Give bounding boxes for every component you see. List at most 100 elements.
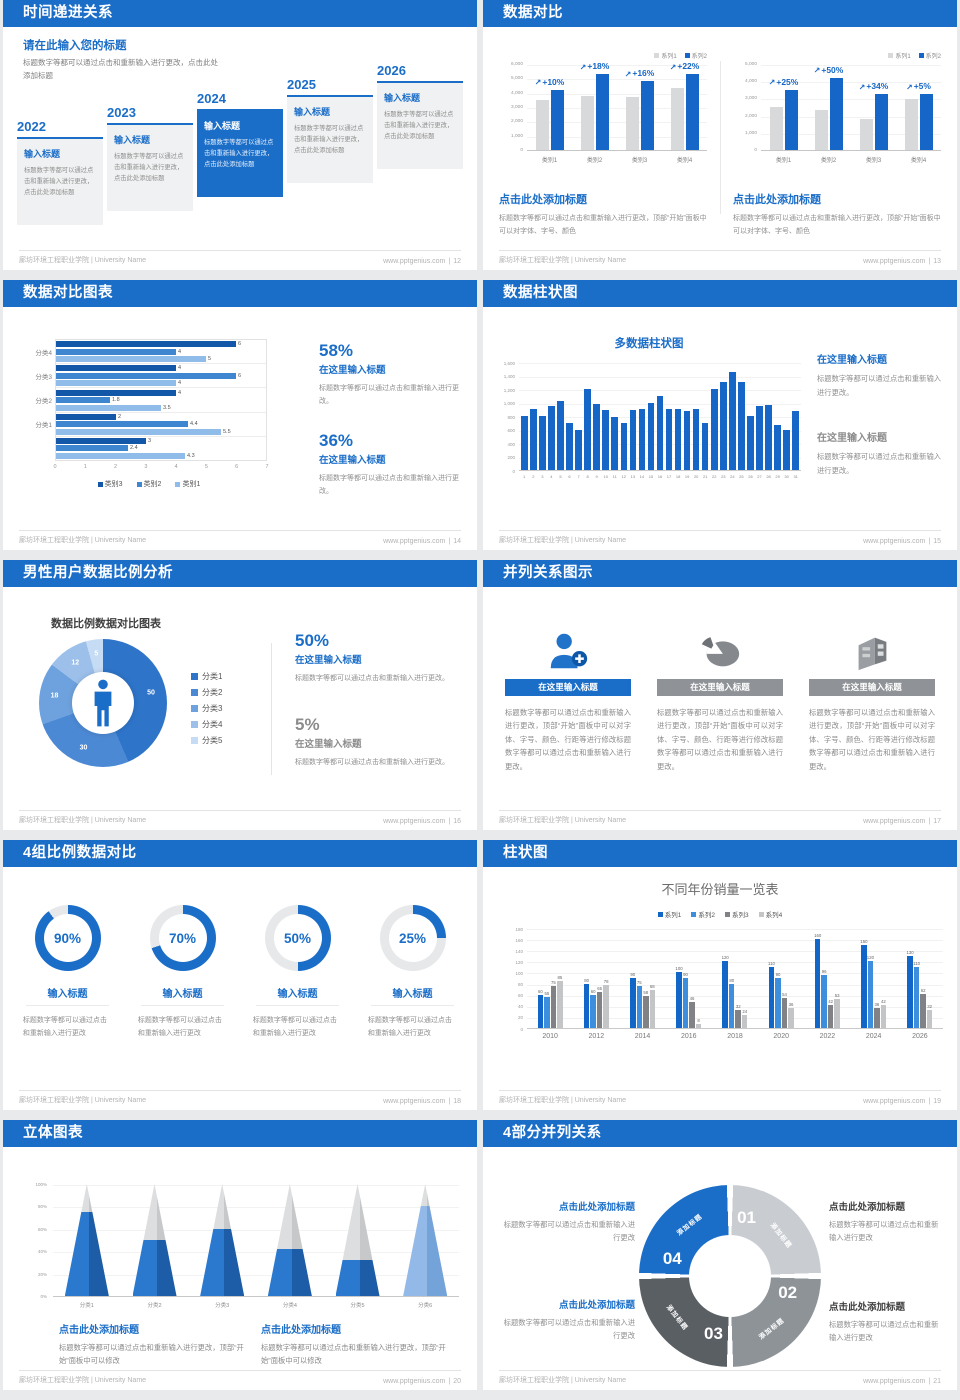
cone-value <box>132 1240 177 1296</box>
bar <box>629 409 637 470</box>
bar-group: 110 90 54 36 <box>758 961 804 1028</box>
stat-body: 标题数字等都可以通过点击和重新输入进行更改。 <box>295 759 449 766</box>
slide-16-male-user-ratio[interactable]: 男性用户数据比例分析 数据比例数据对比图表 50 30 18 12 5 分类1 分类2 分类… <box>3 560 477 830</box>
timeline-box-title: 输入标题 <box>114 135 151 145</box>
timeline-underline <box>377 81 463 83</box>
bar-cell: 54 <box>781 992 788 1028</box>
bar-group: ↗ +10% <box>527 65 572 150</box>
column-chart: 1,600 1,400 1,200 1,000 800 600 400 200 0 1 2 3 4 5 6 7… <box>493 355 805 505</box>
slide-18-ratio-comparison[interactable]: 4组比例数据对比 90% 输入标题 标题数字等都可以通过点击和重新输入进行更改 70%… <box>3 840 477 1110</box>
parallel-column: 在这里输入标题 标题数字等都可以通过点击和重新输入进行更改，顶部“开始”面板中可… <box>809 623 935 773</box>
bar <box>566 422 573 470</box>
y-tick-label: 1,400 <box>503 374 515 379</box>
cone <box>403 1184 448 1296</box>
slide-20-3d-chart[interactable]: 立体图表 100% 80% 60% 40% 20% 0% 分类1 分类2 分类3 分类4 分类5 分类… <box>3 1120 477 1390</box>
x-tick-label: 25 <box>739 474 744 479</box>
cycle-diagram: 01 添加标题 02 添加标题 03 添加标题 04 添加标题 <box>639 1185 821 1367</box>
value-label: 58 <box>643 989 649 995</box>
value-label: 96 <box>821 968 827 974</box>
ratio-ring-group: 25% 输入标题 标题数字等都可以通过点击和重新输入进行更改 <box>364 905 461 1041</box>
ring-percent: 50% <box>283 930 312 946</box>
value-label: 100 <box>675 966 683 972</box>
value-label: 32 <box>735 1004 741 1010</box>
value-label: 75 <box>636 980 642 986</box>
bar-groups: ↗ +25% ↗ +50% ↗ +34% ↗ +5% <box>761 65 941 150</box>
value-label: 8 <box>697 1017 700 1023</box>
column-title-bar: 在这里输入标题 <box>505 679 631 696</box>
increase-arrow-icon: ↗ <box>768 78 776 88</box>
slide-14-comparison-chart[interactable]: 数据对比图表 分类4 6 4 5 分类3 4 6 4 分类2 4 1.8 3.5 分类1 2 4.4 5.5 3… <box>3 280 477 550</box>
bar-cell: 110 <box>913 961 920 1028</box>
bar <box>596 991 603 1028</box>
footer-university: 廊坊环境工程职业学院 | University Name <box>499 1377 627 1384</box>
bar-line: 3 <box>56 437 266 444</box>
percent-annotation: ↗ +22% <box>662 61 707 72</box>
slide-17-parallel-relationship[interactable]: 并列关系图示 在这里输入标题 标题数字等都可以通过点击和重新输入进行更改，顶部“… <box>483 560 957 830</box>
timeline-year: 2024 <box>197 91 226 106</box>
block-body: 标题数字等都可以通过点击和重新输入进行更改 <box>503 1318 635 1341</box>
footer-university: 廊坊环境工程职业学院 | University Name <box>499 257 627 264</box>
bar <box>56 389 176 396</box>
legend-label: 系列3 <box>732 912 749 919</box>
bar-group: ↗ +5% <box>896 65 941 150</box>
y-tick-label: 200 <box>507 455 515 460</box>
ring-body: 标题数字等都可以通过点击和重新输入进行更改 <box>22 1017 107 1038</box>
footer-separator: | <box>928 818 931 825</box>
slide-15-column-chart[interactable]: 数据柱状图 多数据柱状图 1,600 1,400 1,200 1,000 800 600 4… <box>483 280 957 550</box>
footer-site: www.pptgenius.com <box>863 1098 926 1105</box>
stat-body: 标题数字等都可以通过点击和重新输入进行更改。 <box>319 385 459 405</box>
legend-label: 系列1 <box>895 54 911 60</box>
x-tick-label: 24 <box>730 474 735 479</box>
value-label: 24 <box>742 1008 748 1014</box>
x-tick-label: 29 <box>775 474 780 479</box>
category-label: 类别3 <box>631 158 648 164</box>
x-tick-label: 2 <box>114 464 118 470</box>
slide-title: 柱状图 <box>503 845 548 861</box>
footer-university: 廊坊环境工程职业学院 | University Name <box>19 537 147 544</box>
percent-value: +18% <box>587 61 610 72</box>
cone-cell: 分类2 <box>121 1184 189 1309</box>
slide-21-four-part-cycle[interactable]: 4部分并列关系 01 添加标题 02 添加标题 03 添加标题 04 添加标题 点击此处添加标… <box>483 1120 957 1390</box>
right-panel: 系列1 系列2 5,000 4,000 3,000 2,000 1,000 0 ↗ +25% ↗ +5… <box>733 51 941 239</box>
text-block: 在这里输入标题 标题数字等都可以通过点击和重新输入进行更改。 <box>817 429 945 478</box>
chart-title: 数据比例数据对比图表 <box>51 618 161 630</box>
bar-line: 4 <box>56 365 266 372</box>
x-tick-label: 10 <box>603 474 608 479</box>
bar-line: 4 <box>56 380 266 387</box>
slide-title: 立体图表 <box>23 1125 83 1141</box>
legend-label: 系列1 <box>661 54 677 60</box>
slide-content: 分类4 6 4 5 分类3 4 6 4 分类2 4 1.8 3.5 分类1 2 4.4 5.5 3 2.4 4.3 0… <box>3 307 477 528</box>
slide-title-bar: 并列关系图示 <box>483 560 957 587</box>
slide-title-bar: 男性用户数据比例分析 <box>3 560 477 587</box>
timeline-box-body: 标题数字等都可以通过点击和重新输入进行更改，点击此处添加标题 <box>24 167 94 197</box>
bar <box>907 955 913 1028</box>
footer-site-page: www.pptgenius.com | 17 <box>860 818 941 825</box>
value-label: 32 <box>927 1004 932 1010</box>
slide-12-time-progression[interactable]: 时间递进关系 请在此输入您的标题 标题数字等都可以通过点击和重新输入进行更改，点… <box>3 0 477 270</box>
x-tick-label: 3 <box>541 474 544 479</box>
segment-number: 04 <box>662 1249 682 1269</box>
value-label: 120 <box>866 955 874 961</box>
timeline-box: 输入标题 标题数字等都可以通过点击和重新输入进行更改，点击此处添加标题 <box>17 139 103 225</box>
footer-separator: | <box>928 538 931 545</box>
slide-footer: 廊坊环境工程职业学院 | University Name www.pptgeni… <box>499 1090 941 1105</box>
y-tick-label: 100 <box>515 970 523 976</box>
value-label: 42 <box>828 998 834 1004</box>
block-title: 点击此处添加标题 <box>829 1302 906 1313</box>
bar <box>575 429 582 470</box>
column-body: 标题数字等都可以通过点击和重新输入进行更改，顶部“开始”面板中可以对字体、字号、… <box>657 708 783 771</box>
stat-block: 50% 在这里输入标题 标题数字等都可以通过点击和重新输入进行更改。 <box>295 631 463 686</box>
block-title: 点击此处添加标题 <box>733 194 821 206</box>
slide-19-bar-chart[interactable]: 柱状图 不同年份销量一览表 系列1 系列2 系列3 系列4 180 160 140 120 1… <box>483 840 957 1110</box>
progress-ring: 90% <box>34 905 101 971</box>
x-tick-label: 1 <box>83 464 87 470</box>
legend-item: 分类3 <box>191 703 222 714</box>
slice-value-label: 30 <box>79 744 88 752</box>
category-label: 类别2 <box>820 158 837 164</box>
slide-title-bar: 时间递进关系 <box>3 0 477 27</box>
intro-block: 请在此输入您的标题 标题数字等都可以通过点击和重新输入进行更改，点击此处添加标题 <box>23 37 218 83</box>
bar <box>548 405 555 470</box>
bar <box>649 990 656 1028</box>
y-tick-label: 140 <box>515 948 523 954</box>
slide-13-data-comparison[interactable]: 数据对比 系列1 系列2 6,000 5,000 4,000 3,000 2,000 1,00… <box>483 0 957 270</box>
